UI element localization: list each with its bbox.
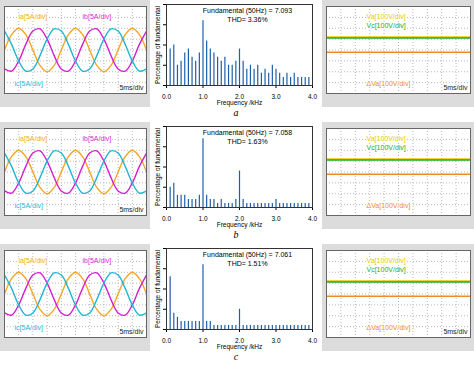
- svg-text:1.0: 1.0: [198, 215, 207, 222]
- svg-text:Frequency /kHz: Frequency /kHz: [217, 343, 263, 351]
- svg-text:5ms/div: 5ms/div: [443, 328, 468, 335]
- svg-text:4.0: 4.0: [308, 93, 317, 100]
- svg-text:5ms/div: 5ms/div: [443, 84, 468, 91]
- svg-text:THD= 1.51%: THD= 1.51%: [227, 260, 267, 267]
- svg-text:Va[100V/div]: Va[100V/div]: [367, 135, 406, 143]
- svg-text:ΔVa[100V/div]: ΔVa[100V/div]: [367, 202, 411, 210]
- svg-text:Vc[100V/div]: Vc[100V/div]: [367, 266, 406, 274]
- svg-text:1.0: 1.0: [198, 93, 207, 100]
- svg-text:1.0: 1.0: [198, 337, 207, 344]
- svg-text:3.0: 3.0: [271, 215, 280, 222]
- svg-text:ia[5A/div]: ia[5A/div]: [19, 135, 48, 143]
- html-text:b: b: [233, 229, 239, 240]
- svg-text:Vc[100V/div]: Vc[100V/div]: [367, 22, 406, 30]
- svg-text:ib[5A/div]: ib[5A/div]: [83, 13, 112, 21]
- svg-text:ic[5A/div]: ic[5A/div]: [15, 202, 43, 210]
- svg-text:3.0: 3.0: [271, 337, 280, 344]
- svg-text:Frequency /kHz: Frequency /kHz: [217, 221, 263, 229]
- svg-text:THD= 3.36%: THD= 3.36%: [227, 16, 267, 23]
- svg-text:5ms/div: 5ms/div: [119, 206, 144, 213]
- svg-text:0.0: 0.0: [162, 93, 171, 100]
- svg-text:4.0: 4.0: [308, 337, 317, 344]
- svg-text:5ms/div: 5ms/div: [119, 328, 144, 335]
- svg-text:Fundamental (50Hz) = 7.061: Fundamental (50Hz) = 7.061: [203, 251, 292, 259]
- svg-text:0.0: 0.0: [162, 215, 171, 222]
- svg-text:Frequency /kHz: Frequency /kHz: [217, 99, 263, 107]
- svg-text:ia[5A/div]: ia[5A/div]: [19, 13, 48, 21]
- svg-text:0.0: 0.0: [162, 337, 171, 344]
- svg-text:3.0: 3.0: [271, 93, 280, 100]
- svg-text:ic[5A/div]: ic[5A/div]: [15, 80, 43, 88]
- svg-text:ΔVa[100V/div]: ΔVa[100V/div]: [367, 324, 411, 332]
- svg-text:ic[5A/div]: ic[5A/div]: [15, 324, 43, 332]
- svg-text:Va[100V/div]: Va[100V/div]: [367, 13, 406, 21]
- html-text:c: c: [233, 351, 239, 362]
- svg-text:2.0: 2.0: [235, 93, 244, 101]
- svg-text:ib[5A/div]: ib[5A/div]: [83, 135, 112, 143]
- svg-text:THD= 1.63%: THD= 1.63%: [227, 138, 267, 145]
- svg-text:Percentage of fundamental: Percentage of fundamental: [154, 127, 162, 206]
- svg-text:ia[5A/div]: ia[5A/div]: [19, 257, 48, 265]
- svg-text:Percentage of fundamental: Percentage of fundamental: [154, 5, 162, 84]
- svg-text:Vc[100V/div]: Vc[100V/div]: [367, 144, 406, 152]
- svg-text:Fundamental (50Hz) = 7.093: Fundamental (50Hz) = 7.093: [203, 7, 292, 15]
- svg-text:5ms/div: 5ms/div: [119, 84, 144, 91]
- svg-text:2.0: 2.0: [235, 337, 244, 345]
- svg-text:Fundamental (50Hz) = 7.058: Fundamental (50Hz) = 7.058: [203, 129, 292, 137]
- svg-text:Percentage of fundamental: Percentage of fundamental: [154, 249, 162, 328]
- svg-text:2.0: 2.0: [235, 215, 244, 223]
- svg-text:ΔVa[100V/div]: ΔVa[100V/div]: [367, 80, 411, 88]
- svg-text:ib[5A/div]: ib[5A/div]: [83, 257, 112, 265]
- svg-text:4.0: 4.0: [308, 215, 317, 222]
- html-text:a: a: [233, 107, 239, 118]
- svg-text:Va[100V/div]: Va[100V/div]: [367, 257, 406, 265]
